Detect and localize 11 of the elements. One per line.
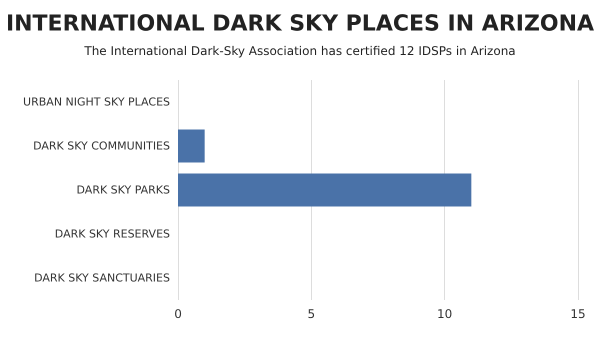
x-tick-label: 10 bbox=[437, 307, 452, 321]
x-tick-label: 15 bbox=[570, 307, 586, 321]
y-tick-label: URBAN NIGHT SKY PLACES bbox=[23, 96, 170, 108]
y-tick-label: DARK SKY PARKS bbox=[76, 184, 170, 196]
x-tick-label: 5 bbox=[308, 307, 316, 321]
y-tick-label: DARK SKY RESERVES bbox=[54, 228, 170, 240]
chart-title: INTERNATIONAL DARK SKY PLACES IN ARIZONA bbox=[6, 12, 594, 36]
chart-subtitle: The International Dark-Sky Association has certified 12 IDSPs in Arizona bbox=[83, 44, 516, 58]
y-tick-label: DARK SKY COMMUNITIES bbox=[33, 140, 170, 152]
x-tick-label: 0 bbox=[174, 307, 182, 321]
y-tick-label: DARK SKY SANCTUARIES bbox=[34, 272, 170, 284]
